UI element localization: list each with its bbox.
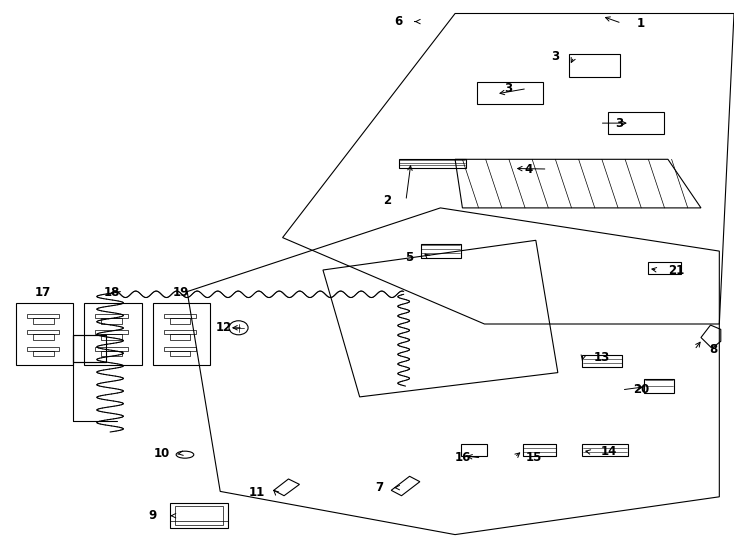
Text: 21: 21 — [669, 264, 685, 276]
Text: 19: 19 — [173, 286, 189, 299]
Text: 9: 9 — [148, 509, 157, 522]
Text: 2: 2 — [382, 194, 391, 207]
Text: 10: 10 — [153, 447, 170, 460]
Text: 7: 7 — [375, 481, 384, 494]
Text: 1: 1 — [636, 17, 645, 30]
Text: 17: 17 — [35, 286, 51, 299]
Text: 3: 3 — [504, 82, 512, 95]
Text: 11: 11 — [249, 486, 265, 499]
Text: 3: 3 — [550, 50, 559, 63]
Text: 3: 3 — [614, 117, 623, 130]
Text: 4: 4 — [524, 163, 533, 176]
Text: 14: 14 — [601, 446, 617, 458]
Text: 5: 5 — [405, 251, 414, 264]
Text: 15: 15 — [526, 451, 542, 464]
Text: 16: 16 — [454, 451, 470, 464]
Text: 12: 12 — [216, 321, 232, 334]
Text: 6: 6 — [394, 15, 403, 28]
Text: 8: 8 — [709, 343, 718, 356]
Text: 13: 13 — [594, 351, 610, 364]
Text: 20: 20 — [633, 383, 649, 396]
Text: 18: 18 — [104, 286, 120, 299]
